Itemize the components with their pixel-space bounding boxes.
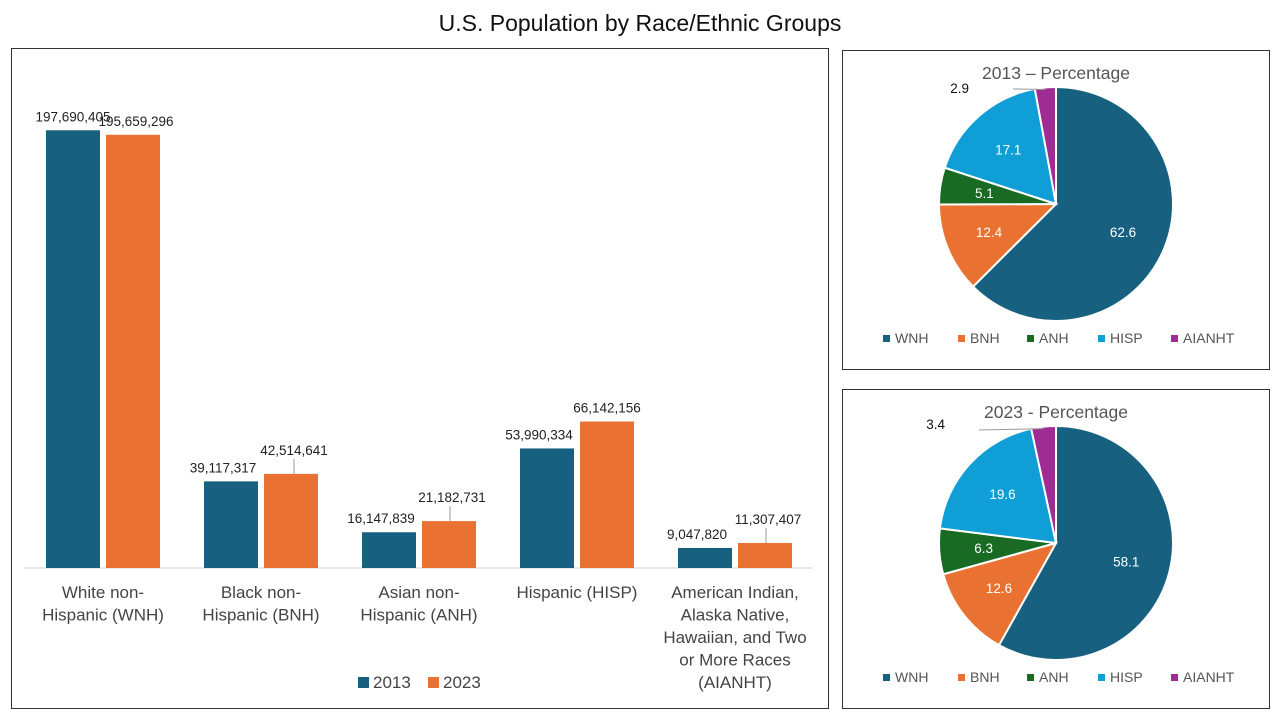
category-label: Hawaiian, and Two <box>663 628 806 647</box>
data-label-2023: 66,142,156 <box>573 401 641 416</box>
pie-slice-BNH <box>937 202 1059 288</box>
bar-2013-4 <box>678 547 732 568</box>
legend-swatch-AIANHT <box>1171 674 1178 681</box>
category-label: Black non- <box>221 583 301 602</box>
pie-value-label-WNH: 62.6 <box>1110 225 1136 240</box>
legend-swatch-BNH <box>958 335 965 342</box>
category-label: Asian non- <box>378 583 459 602</box>
pie-value-label-ANH: 6.3 <box>974 541 993 556</box>
data-label-2023: 42,514,641 <box>260 443 328 458</box>
pie-slice-HISP <box>938 427 1058 545</box>
category-label: Hispanic (BNH) <box>202 606 319 625</box>
legend-swatch-2023 <box>428 677 439 688</box>
legend-label-WNH: WNH <box>895 669 928 685</box>
pie-value-label-AIANHT: 3.4 <box>926 417 945 432</box>
legend-label-BNH: BNH <box>970 669 1000 685</box>
legend-label-WNH: WNH <box>895 330 928 346</box>
legend-swatch-ANH <box>1027 674 1034 681</box>
pie-chart-2013: 2013 – Percentage 62.6 12.4 5.1 17.1 2.9 WNH BN… <box>883 63 1235 346</box>
pie-title: 2013 – Percentage <box>982 63 1130 83</box>
bar-2013-3 <box>520 448 574 568</box>
category-label: Hispanic (WNH) <box>42 606 164 625</box>
bar-2023-0 <box>106 134 160 568</box>
data-label-2023: 21,182,731 <box>418 490 486 505</box>
legend-swatch-WNH <box>883 674 890 681</box>
data-label-2023: 11,307,407 <box>735 512 802 527</box>
pie-value-label-WNH: 58.1 <box>1113 554 1139 569</box>
legend-label-AIANHT: AIANHT <box>1183 330 1235 346</box>
category-label: American Indian, <box>671 583 799 602</box>
data-label-2013: 39,117,317 <box>190 460 257 475</box>
pie-value-label-AIANHT: 2.9 <box>950 81 969 96</box>
bar-2023-3 <box>580 421 634 568</box>
bar-2013-2 <box>362 532 416 568</box>
pie-title: 2023 - Percentage <box>984 402 1128 422</box>
pie-slice-HISP <box>943 87 1058 206</box>
legend-label-HISP: HISP <box>1110 330 1143 346</box>
category-label: White non- <box>62 583 144 602</box>
legend-swatch-ANH <box>1027 335 1034 342</box>
category-label: Hispanic (ANH) <box>360 606 477 625</box>
legend-label-BNH: BNH <box>970 330 1000 346</box>
bar-chart-panel: 197,690,405 195,659,296 White non- Hispanic… <box>11 48 829 709</box>
data-label-2013: 9,047,820 <box>667 527 727 542</box>
category-label: or More Races <box>679 651 790 670</box>
pie-value-label-HISP: 17.1 <box>995 142 1021 157</box>
legend-label-2023: 2023 <box>443 673 481 692</box>
bar-2023-1 <box>264 473 318 568</box>
legend-label-2013: 2013 <box>373 673 411 692</box>
pie-value-label-ANH: 5.1 <box>975 186 994 201</box>
legend-label-ANH: ANH <box>1039 330 1069 346</box>
category-label: Hispanic (HISP) <box>517 583 638 602</box>
data-label-2023: 195,659,296 <box>98 114 173 129</box>
legend-label-ANH: ANH <box>1039 669 1069 685</box>
category-label: Alaska Native, <box>681 606 790 625</box>
pie-slice-WNH <box>971 85 1174 322</box>
pie-leader-line <box>978 428 1044 431</box>
data-label-2013: 16,147,839 <box>347 511 415 526</box>
pie-chart-2023-panel: 2023 - Percentage 58.1 12.6 6.3 19.6 3.4 WNH BN… <box>842 389 1270 709</box>
legend-swatch-HISP <box>1098 335 1105 342</box>
bar-2023-4 <box>738 542 792 568</box>
legend-swatch-WNH <box>883 335 890 342</box>
pie-slice-WNH <box>997 424 1174 661</box>
bar-2013-1 <box>204 481 258 568</box>
legend-swatch-AIANHT <box>1171 335 1178 342</box>
legend-swatch-2013 <box>358 677 369 688</box>
bar-2013-0 <box>46 130 100 568</box>
pie-slice-BNH <box>942 541 1059 647</box>
pie-value-label-BNH: 12.4 <box>976 225 1003 240</box>
legend-label-HISP: HISP <box>1110 669 1143 685</box>
pie-value-label-BNH: 12.6 <box>986 581 1012 596</box>
data-label-2013: 53,990,334 <box>505 427 573 442</box>
bar-2023-2 <box>422 521 476 568</box>
pie-chart-2023: 2023 - Percentage 58.1 12.6 6.3 19.6 3.4 WNH BN… <box>883 402 1235 685</box>
page-title: U.S. Population by Race/Ethnic Groups <box>438 10 842 36</box>
legend-label-AIANHT: AIANHT <box>1183 669 1235 685</box>
pie-value-label-HISP: 19.6 <box>989 487 1015 502</box>
category-label: (AIANHT) <box>698 673 772 692</box>
legend-swatch-BNH <box>958 674 965 681</box>
legend-swatch-HISP <box>1098 674 1105 681</box>
pie-chart-2013-panel: 2013 – Percentage 62.6 12.4 5.1 17.1 2.9 WNH BN… <box>842 50 1270 370</box>
data-label-2013: 197,690,405 <box>35 109 110 124</box>
